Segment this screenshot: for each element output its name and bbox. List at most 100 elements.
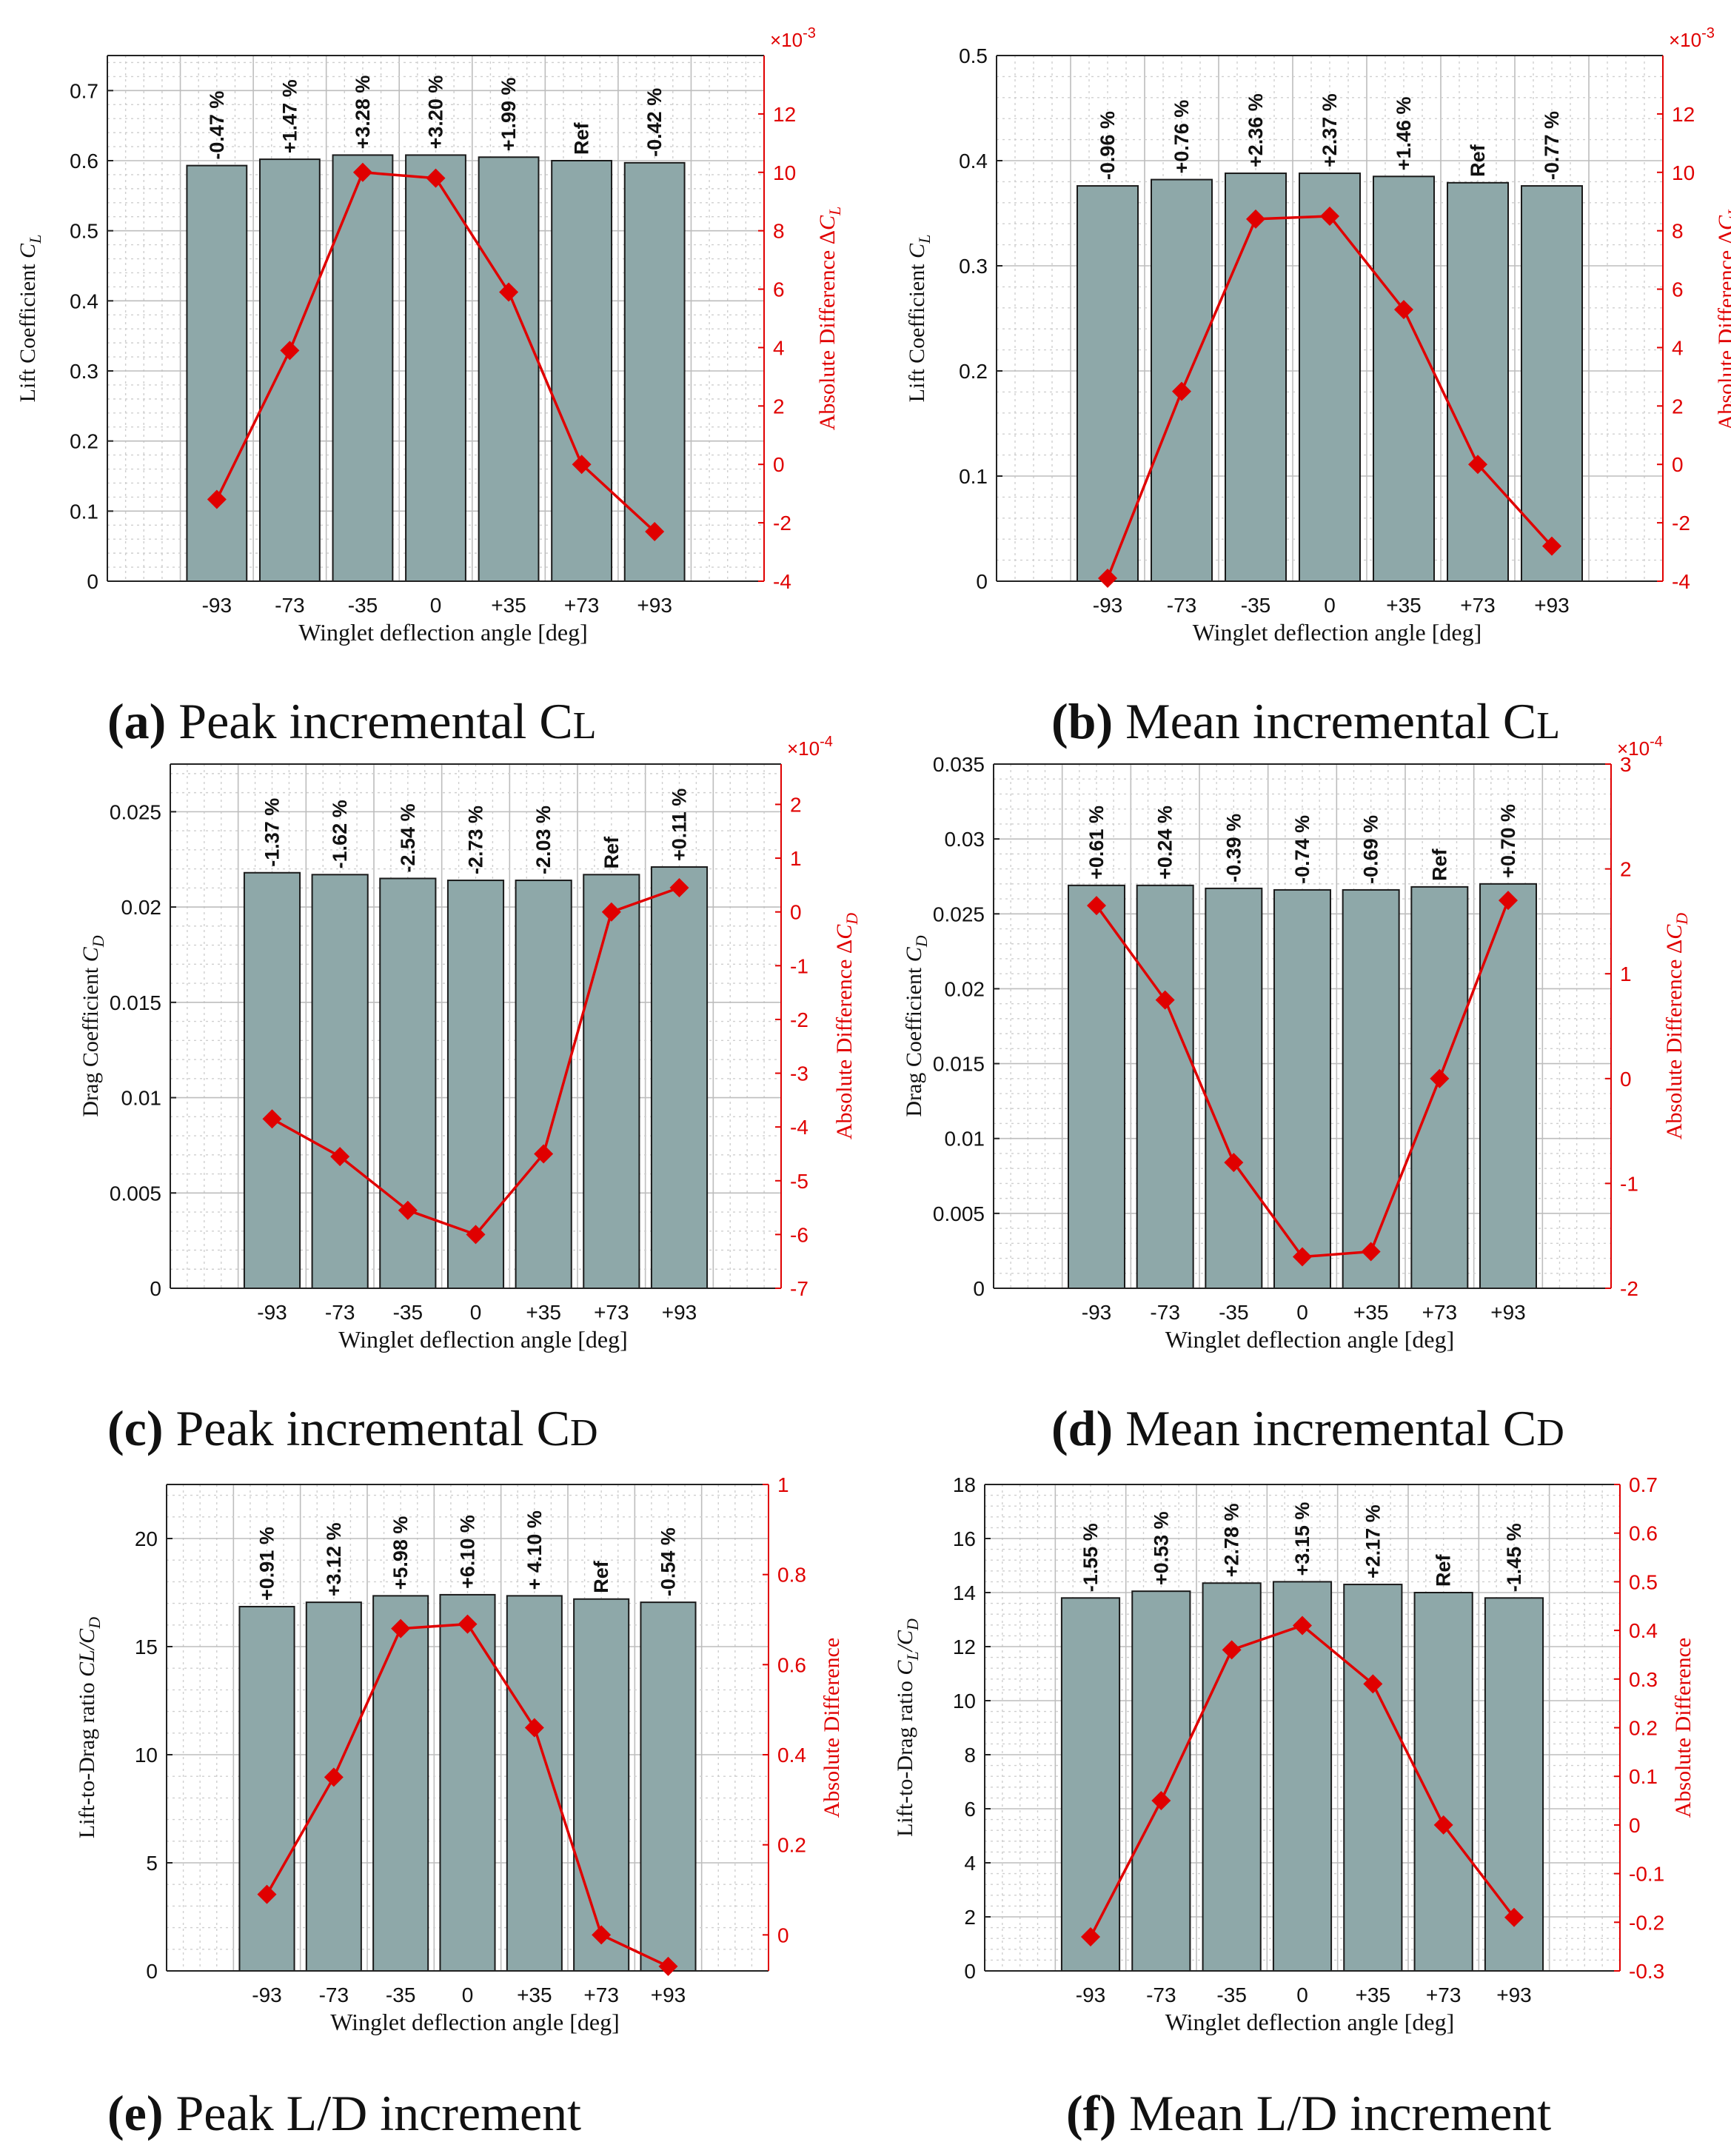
y-tick-label: 10	[953, 1690, 976, 1713]
bar-label: + 4.10 %	[523, 1510, 546, 1590]
x-tick-label: -93	[1076, 1983, 1105, 2006]
x-axis-label: Winglet deflection angle [deg]	[1165, 1326, 1455, 1353]
bar--35	[1225, 173, 1287, 583]
axis-multiplier: ×10-3	[1669, 25, 1715, 51]
bar-label: +0.11 %	[669, 789, 691, 861]
y-tick-label: 5	[146, 1852, 158, 1875]
x-tick-label: 0	[470, 1301, 482, 1324]
difference-marker-+93	[1504, 1907, 1524, 1927]
difference-marker-+93	[1542, 536, 1561, 556]
bar-+35	[1343, 1584, 1403, 1972]
y-tick-label: 0.025	[933, 903, 985, 925]
bar-0	[1273, 888, 1331, 1290]
x-tick-label: 0	[1324, 594, 1336, 617]
y-tick-label: 0.1	[70, 500, 98, 523]
bar-label: -0.42 %	[643, 88, 666, 157]
y-tick-label: 0.015	[110, 991, 161, 1014]
x-tick-label: +73	[1426, 1983, 1462, 2006]
y2-tick-label: 0	[777, 1924, 789, 1946]
x-tick-label: +93	[1534, 594, 1570, 617]
y-tick-label: 0.005	[110, 1182, 161, 1205]
y-tick-label: 14	[953, 1581, 976, 1604]
y2-tick-label: 0.1	[1629, 1765, 1658, 1788]
bar-label: +0.91 %	[256, 1527, 278, 1601]
y2-tick-label: -4	[1672, 570, 1690, 593]
bar-+73	[573, 1598, 630, 1972]
y-tick-label: 0.6	[70, 150, 98, 173]
y-tick-label: 8	[964, 1744, 976, 1767]
bar--73	[1151, 178, 1213, 582]
x-tick-label: +35	[1386, 594, 1422, 617]
difference-marker-+35	[524, 1718, 544, 1738]
y-tick-label: 12	[953, 1636, 976, 1658]
y2-tick-label: 0.2	[777, 1834, 806, 1857]
y2-tick-label: 0.4	[1629, 1619, 1658, 1642]
bar-label: Ref	[1467, 144, 1489, 177]
x-tick-label: -93	[257, 1301, 287, 1324]
bar-label: +1.47 %	[278, 79, 301, 153]
y-axis-label: Lift-to-Drag ratio CL/CD	[893, 1618, 922, 1837]
difference-marker-0	[1293, 1616, 1312, 1636]
caption-subscript: D	[1536, 1412, 1564, 1454]
bar--73	[1136, 884, 1194, 1289]
y-axis-label: Lift-to-Drag ratio CL/CD	[75, 1617, 104, 1838]
bar-+73	[1447, 181, 1509, 582]
bar-label: +0.24 %	[1154, 806, 1176, 880]
x-axis-label: Winglet deflection angle [deg]	[298, 619, 588, 646]
y-tick-label: 18	[953, 1473, 976, 1496]
x-tick-label: +93	[1496, 1983, 1532, 2006]
bar-+35	[1373, 175, 1435, 583]
y2-tick-label: 0.6	[777, 1653, 806, 1676]
axis-multiplier: ×10-4	[787, 734, 833, 760]
difference-marker-+73	[601, 902, 621, 922]
caption-text: Mean incremental C	[1113, 1400, 1537, 1456]
caption-label: (d)	[1051, 1400, 1114, 1456]
difference-marker-+35	[1394, 300, 1413, 320]
y2-tick-label: 0.3	[1629, 1668, 1658, 1691]
bar-+93	[1521, 185, 1583, 582]
caption-label: (e)	[107, 2085, 164, 2141]
caption-text: Mean L/D increment	[1116, 2085, 1552, 2141]
bar-label: +2.36 %	[1245, 93, 1267, 167]
x-tick-label: +73	[583, 1983, 619, 2006]
difference-marker-0	[1320, 206, 1339, 226]
bar-label: +0.70 %	[1497, 804, 1519, 878]
y2-tick-label: -0.1	[1629, 1863, 1664, 1886]
y-tick-label: 6	[964, 1798, 976, 1821]
caption-c: (c) Peak incremental CD	[107, 1399, 598, 1458]
y-tick-label: 2	[964, 1906, 976, 1929]
difference-marker-+35	[1363, 1674, 1383, 1694]
difference-marker-+35	[534, 1144, 554, 1164]
bar-label: Ref	[590, 1560, 612, 1593]
difference-marker-0	[466, 1225, 486, 1245]
y-tick-label: 0.01	[945, 1128, 985, 1151]
difference-marker-+93	[1499, 891, 1518, 911]
difference-marker-+73	[1430, 1068, 1450, 1088]
chart-panel-d: +0.61 % +0.24 % -0.39 % -0.74 % -0.69 % Ref +0…	[902, 734, 1691, 1353]
x-tick-label: -35	[393, 1301, 423, 1324]
x-tick-label: -73	[1150, 1301, 1179, 1324]
y2-tick-label: 0	[1672, 453, 1684, 476]
difference-marker--93	[1087, 896, 1106, 916]
x-tick-label: +35	[517, 1983, 552, 2006]
difference-marker-0	[1293, 1247, 1312, 1267]
y2-axis-label: Absolute Difference ΔCD	[832, 913, 861, 1139]
y-tick-label: 20	[135, 1527, 158, 1550]
bar-label: +1.46 %	[1393, 96, 1415, 170]
y2-tick-label: -2	[773, 512, 791, 535]
bar-label: -1.45 %	[1503, 1523, 1525, 1592]
y2-axis-label: Absolute Difference ΔCL	[815, 207, 844, 431]
bar-0	[405, 154, 466, 582]
y-axis-label: Lift Coefficient CL	[905, 235, 934, 403]
x-tick-label: +93	[651, 1983, 686, 2006]
caption-text: Peak incremental C	[163, 1400, 570, 1456]
y-tick-label: 0.5	[959, 44, 988, 67]
bar--35	[379, 877, 437, 1290]
caption-subscript: L	[1536, 705, 1560, 747]
bar-label: +0.53 %	[1150, 1511, 1172, 1585]
bar-label: -2.03 %	[532, 806, 555, 874]
y-tick-label: 0.4	[959, 150, 988, 173]
caption-text: Mean incremental C	[1113, 693, 1537, 749]
y-tick-label: 0.3	[70, 360, 98, 383]
y2-tick-label: -2	[1672, 512, 1690, 535]
